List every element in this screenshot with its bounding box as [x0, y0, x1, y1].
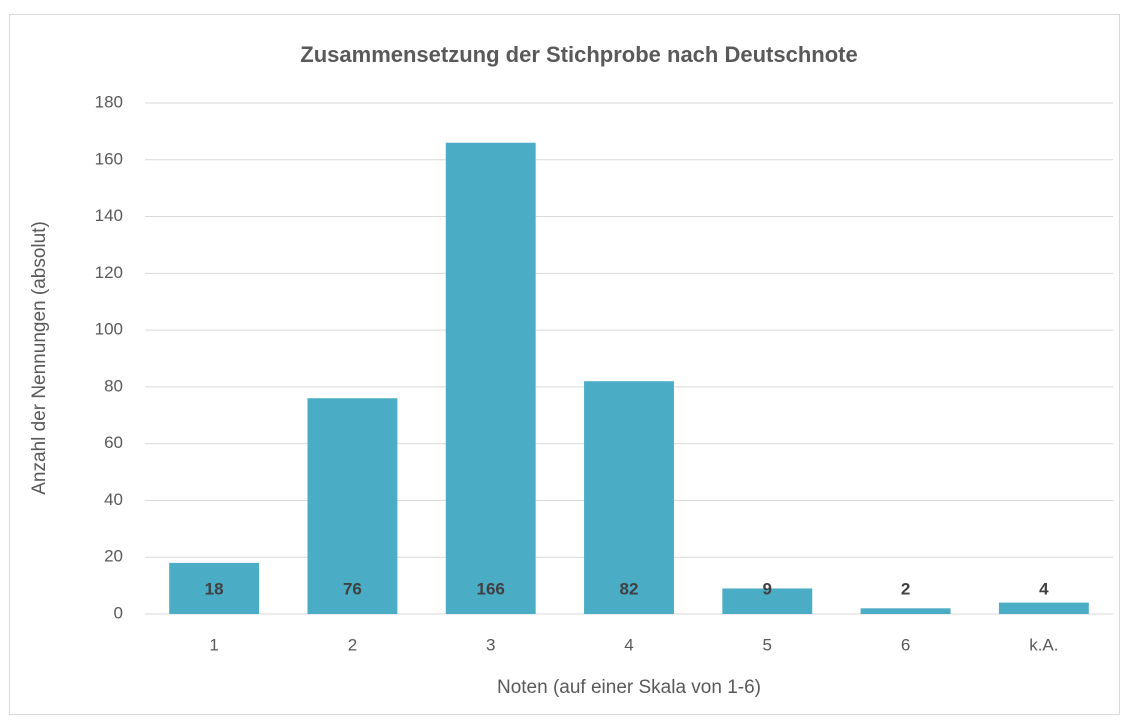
data-label: 166 — [477, 579, 505, 598]
bar — [307, 398, 398, 614]
x-tick-label: 1 — [209, 635, 218, 654]
y-tick-label: 160 — [95, 149, 123, 168]
bar — [445, 142, 536, 614]
y-tick-label: 140 — [95, 206, 123, 225]
x-tick-label: 6 — [901, 635, 910, 654]
x-tick-label: k.A. — [1029, 635, 1058, 654]
data-label: 76 — [343, 579, 362, 598]
data-label: 9 — [763, 579, 772, 598]
y-tick-label: 100 — [95, 320, 123, 339]
x-tick-label: 3 — [486, 635, 495, 654]
y-tick-label: 0 — [114, 603, 123, 622]
bar — [998, 602, 1089, 614]
bar — [584, 381, 674, 614]
x-axis-title: Noten (auf einer Skala von 1-6) — [497, 677, 761, 698]
y-tick-label: 40 — [104, 490, 123, 509]
y-tick-label: 20 — [104, 547, 123, 566]
x-tick-label: 4 — [624, 635, 633, 654]
data-label: 2 — [901, 579, 910, 598]
y-tick-label: 120 — [95, 263, 123, 282]
y-tick-label: 60 — [104, 433, 123, 452]
chart-title: Zusammensetzung der Stichprobe nach Deut… — [300, 42, 857, 67]
y-tick-label: 80 — [104, 376, 123, 395]
bar — [860, 608, 951, 614]
data-label: 4 — [1039, 579, 1049, 598]
data-label: 18 — [205, 579, 224, 598]
y-axis-title: Anzahl der Nennungen (absolut) — [29, 221, 50, 495]
x-tick-label: 2 — [348, 635, 357, 654]
data-label: 82 — [620, 579, 639, 598]
bar — [722, 588, 813, 614]
x-tick-label: 5 — [763, 635, 772, 654]
y-tick-label: 180 — [95, 92, 123, 111]
bar — [169, 562, 260, 614]
